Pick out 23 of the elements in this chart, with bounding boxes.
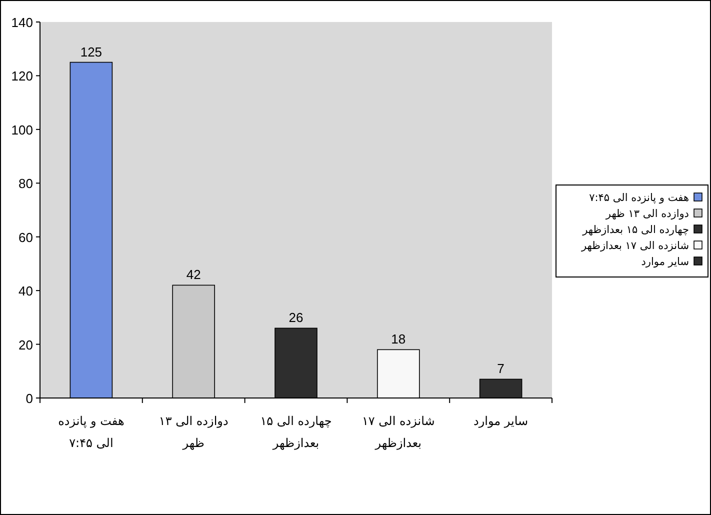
- y-tick-label: 60: [18, 230, 33, 245]
- legend-label: هفت و پانزده الی ۷:۴۵: [589, 192, 689, 204]
- legend-label: سایر موارد: [641, 256, 689, 268]
- x-tick-label: هفت و پانزده الی ۷:۴۵: [57, 413, 126, 452]
- legend-label: شانزده الی ۱۷ بعدازظهر: [580, 240, 689, 252]
- y-tick-label: 100: [11, 122, 33, 138]
- data-label: 42: [186, 267, 201, 282]
- y-tick-label: 140: [11, 15, 33, 30]
- data-label: 26: [288, 310, 304, 326]
- x-tick-label: دوازده الی ۱۳ ظهر: [158, 413, 230, 452]
- y-tick-label: 40: [18, 284, 33, 299]
- data-label: 7: [497, 361, 504, 376]
- data-label: 125: [80, 44, 102, 60]
- legend-label: دوازده الی ۱۳ ظهر: [604, 208, 690, 220]
- y-tick-label: 120: [11, 68, 33, 84]
- y-tick-label: 0: [26, 391, 33, 406]
- data-label: 18: [391, 332, 406, 347]
- y-tick-label: 80: [18, 176, 33, 192]
- y-tick-label: 20: [18, 337, 33, 352]
- x-tick-label: شانزده الی ۱۷ بعدازظهر: [360, 413, 436, 452]
- legend-label: چهارده الی ۱۵ بعدازظهر: [582, 224, 689, 236]
- x-tick-label: چهارده الی ۱۵ بعدازظهر: [259, 413, 333, 452]
- x-tick-label: سایر موارد: [472, 413, 530, 430]
